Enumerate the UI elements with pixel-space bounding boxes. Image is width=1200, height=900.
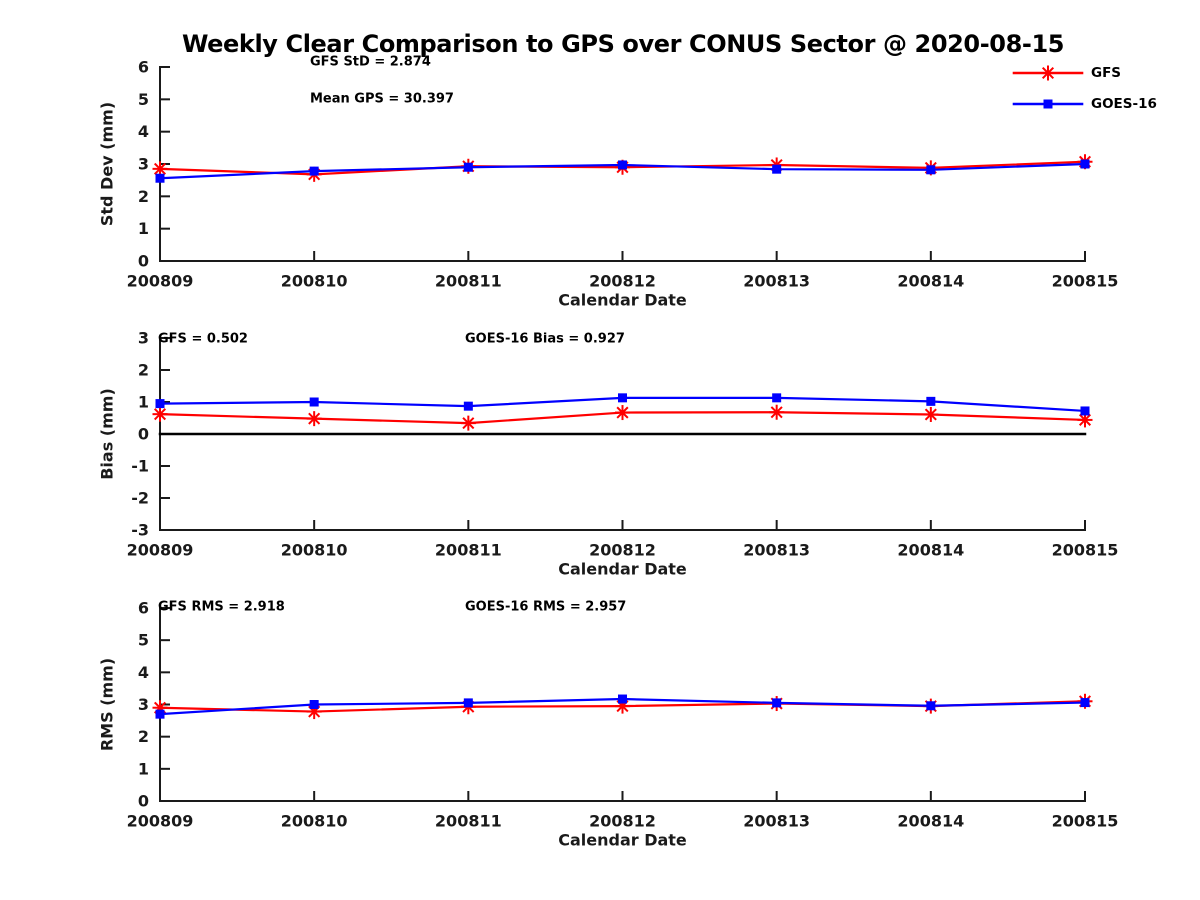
marker-square-goes-16 <box>926 396 936 406</box>
marker-square-goes-16 <box>463 401 473 411</box>
marker-square-goes-16 <box>1080 698 1090 708</box>
y-tick-label: 0 <box>138 425 149 444</box>
y-tick-label: 5 <box>138 90 149 109</box>
y-tick-label: 1 <box>138 393 149 412</box>
y-tick-label: 0 <box>138 252 149 271</box>
figure-title: Weekly Clear Comparison to GPS over CONU… <box>181 30 1065 58</box>
marker-square-goes-16 <box>309 397 319 407</box>
y-axis-label: Bias (mm) <box>98 388 117 480</box>
marker-square-goes-16 <box>309 700 319 709</box>
y-axis-label: RMS (mm) <box>98 658 117 751</box>
annotation: Mean GPS = 30.397 <box>310 92 454 107</box>
marker-square-goes-16 <box>155 709 165 719</box>
marker-square-goes-16 <box>309 166 319 176</box>
y-tick-label: 5 <box>138 631 149 650</box>
y-tick-label: 6 <box>138 599 149 618</box>
marker-square-goes-16 <box>618 694 627 704</box>
plot-bias: -3 -2 -1 0 1 2 3 200809 200810 200811 200812 200813… <box>98 329 1119 579</box>
marker-square-goes-16 <box>926 165 936 175</box>
marker-square-goes-16 <box>618 160 627 170</box>
x-tick-label: 200810 <box>281 272 348 291</box>
marker-asterisk-gfs <box>615 405 630 421</box>
x-tick-label: 200811 <box>435 272 502 291</box>
legend-item-gfs: GFS <box>1012 63 1157 83</box>
marker-asterisk-gfs <box>306 411 322 427</box>
plot-std-dev: 0 1 2 3 4 5 6 200809 200810 200811 200812 200813 200… <box>98 55 1119 310</box>
y-axis-label: Std Dev (mm) <box>98 102 117 226</box>
marker-square-goes-16 <box>155 173 165 183</box>
annotation: GOES-16 Bias = 0.927 <box>465 332 625 347</box>
y-tick-label: 2 <box>138 727 149 746</box>
x-tick-label: 200810 <box>281 812 348 831</box>
legend-marker-asterisk <box>1040 65 1056 81</box>
marker-square-goes-16 <box>772 393 782 403</box>
x-tick-label: 200813 <box>743 272 810 291</box>
x-tick-label: 200812 <box>589 541 656 560</box>
x-tick-label: 200815 <box>1052 541 1119 560</box>
x-tick-label: 200809 <box>127 812 194 831</box>
x-tick-label: 200812 <box>589 812 656 831</box>
marker-asterisk-gfs <box>152 161 168 177</box>
x-tick-label: 200814 <box>897 541 964 560</box>
x-tick-label: 200815 <box>1052 812 1119 831</box>
marker-asterisk-gfs <box>769 404 785 420</box>
y-tick-label: 3 <box>138 155 149 174</box>
x-tick-label: 200811 <box>435 541 502 560</box>
marker-square-goes-16 <box>463 698 473 708</box>
x-tick-label: 200814 <box>897 812 964 831</box>
annotation: GFS RMS = 2.918 <box>158 600 285 615</box>
x-axis-label: Calendar Date <box>558 560 687 579</box>
marker-square-goes-16 <box>1080 406 1090 416</box>
annotation: GFS = 0.502 <box>158 332 248 347</box>
goes16-line-marker-icon <box>1012 99 1084 109</box>
gfs-line-marker-icon <box>1012 65 1084 81</box>
marker-square-goes-16 <box>772 698 782 708</box>
y-tick-label: 0 <box>138 792 149 811</box>
x-tick-label: 200811 <box>435 812 502 831</box>
plot-rms: 0 1 2 3 4 5 6 200809 200810 200811 200812 200813 200… <box>98 599 1119 850</box>
x-tick-label: 200815 <box>1052 272 1119 291</box>
x-axis-label: Calendar Date <box>558 291 687 310</box>
y-tick-label: 2 <box>138 187 149 206</box>
y-tick-label: 1 <box>138 759 149 778</box>
legend: GFS GOES-16 <box>1012 63 1157 125</box>
y-tick-label: -3 <box>131 521 149 540</box>
marker-asterisk-gfs <box>923 406 939 422</box>
legend-label-goes16: GOES-16 <box>1091 96 1157 112</box>
marker-square-goes-16 <box>618 393 627 403</box>
y-tick-label: 2 <box>138 361 149 380</box>
marker-square-goes-16 <box>155 399 165 409</box>
legend-item-goes16: GOES-16 <box>1012 94 1157 114</box>
y-tick-label: -2 <box>131 489 149 508</box>
y-tick-label: 3 <box>138 329 149 348</box>
marker-square-goes-16 <box>463 162 473 172</box>
marker-square-goes-16 <box>1080 159 1090 169</box>
x-tick-label: 200814 <box>897 272 964 291</box>
annotation: GFS StD = 2.874 <box>310 55 431 70</box>
y-tick-label: 3 <box>138 695 149 714</box>
y-tick-label: 1 <box>138 219 149 238</box>
y-tick-label: 6 <box>138 58 149 77</box>
y-tick-label: 4 <box>138 663 149 682</box>
x-tick-label: 200809 <box>127 541 194 560</box>
marker-asterisk-gfs <box>460 415 476 431</box>
marker-asterisk-gfs <box>152 406 168 422</box>
annotation: GOES-16 RMS = 2.957 <box>465 600 626 615</box>
marker-square-goes-16 <box>772 164 782 174</box>
x-tick-label: 200813 <box>743 812 810 831</box>
x-tick-label: 200809 <box>127 272 194 291</box>
x-tick-label: 200810 <box>281 541 348 560</box>
marker-asterisk-gfs <box>1077 412 1093 428</box>
x-axis-label: Calendar Date <box>558 831 687 850</box>
legend-marker-square <box>1043 99 1053 109</box>
legend-label-gfs: GFS <box>1091 65 1122 81</box>
y-tick-label: -1 <box>131 457 149 476</box>
y-tick-label: 4 <box>138 122 149 141</box>
x-tick-label: 200813 <box>743 541 810 560</box>
marker-square-goes-16 <box>926 701 936 711</box>
x-tick-label: 200812 <box>589 272 656 291</box>
